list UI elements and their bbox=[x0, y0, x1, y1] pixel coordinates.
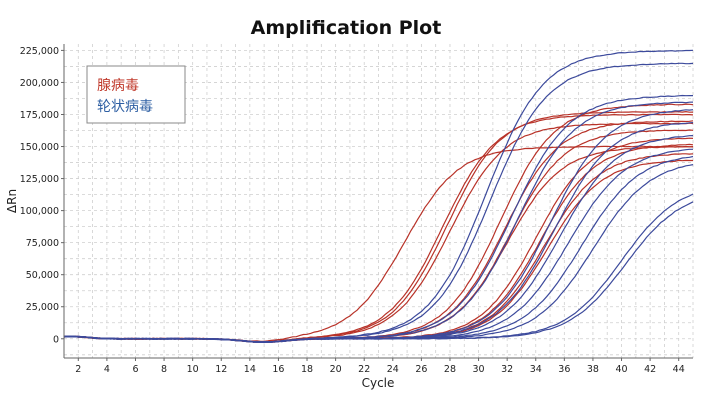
x-tick-label: 38 bbox=[587, 364, 599, 375]
y-axis-label: ΔRn bbox=[5, 189, 19, 213]
x-tick-label: 20 bbox=[330, 364, 342, 375]
x-tick-label: 44 bbox=[673, 364, 685, 375]
x-tick-label: 22 bbox=[358, 364, 370, 375]
axis-layer: 2 4 6 8 10 12 14 16 18 20 22 24 26 28 30 32 34 36 38 40 42 44… bbox=[20, 44, 693, 375]
x-tick-label: 8 bbox=[161, 364, 167, 375]
x-axis-label: Cycle bbox=[362, 376, 395, 390]
y-tick-label: 75,000 bbox=[26, 238, 59, 249]
x-tick-label: 4 bbox=[104, 364, 110, 375]
y-tick-label: 25,000 bbox=[26, 302, 59, 313]
y-tick-label: 100,000 bbox=[20, 206, 59, 217]
legend: 腺病毒 轮状病毒 bbox=[86, 65, 186, 124]
y-tick-label: 225,000 bbox=[20, 46, 59, 57]
y-tick-label: 125,000 bbox=[20, 174, 59, 185]
x-tick-label: 14 bbox=[244, 364, 256, 375]
legend-box bbox=[86, 65, 186, 124]
x-tick-label: 32 bbox=[501, 364, 513, 375]
chart-title: Amplification Plot bbox=[251, 17, 442, 39]
x-tick-label: 36 bbox=[558, 364, 570, 375]
curve-layer bbox=[63, 49, 694, 344]
x-tick-label: 34 bbox=[530, 364, 542, 375]
y-tick-label: 150,000 bbox=[20, 142, 59, 153]
y-tick-label: 0 bbox=[53, 334, 59, 345]
y-tick-label: 175,000 bbox=[20, 110, 59, 121]
x-tick-label: 42 bbox=[644, 364, 656, 375]
legend-entry-adenovirus: 腺病毒 bbox=[97, 78, 139, 94]
x-tick-label: 18 bbox=[301, 364, 313, 375]
x-tick-label: 2 bbox=[75, 364, 81, 375]
rotavirus-curve bbox=[64, 201, 694, 343]
x-tick-label: 24 bbox=[387, 364, 399, 375]
x-tick-label: 30 bbox=[473, 364, 485, 375]
grid-layer bbox=[63, 44, 694, 358]
x-tick-label: 40 bbox=[615, 364, 627, 375]
x-tick-label: 10 bbox=[187, 364, 199, 375]
y-tick-label: 50,000 bbox=[26, 270, 59, 281]
legend-entry-rotavirus: 轮状病毒 bbox=[97, 99, 153, 115]
x-tick-label: 6 bbox=[132, 364, 138, 375]
x-tick-label: 26 bbox=[415, 364, 427, 375]
x-tick-label: 12 bbox=[215, 364, 227, 375]
x-tick-label: 16 bbox=[272, 364, 284, 375]
y-tick-label: 200,000 bbox=[20, 78, 59, 89]
x-tick-label: 28 bbox=[444, 364, 456, 375]
